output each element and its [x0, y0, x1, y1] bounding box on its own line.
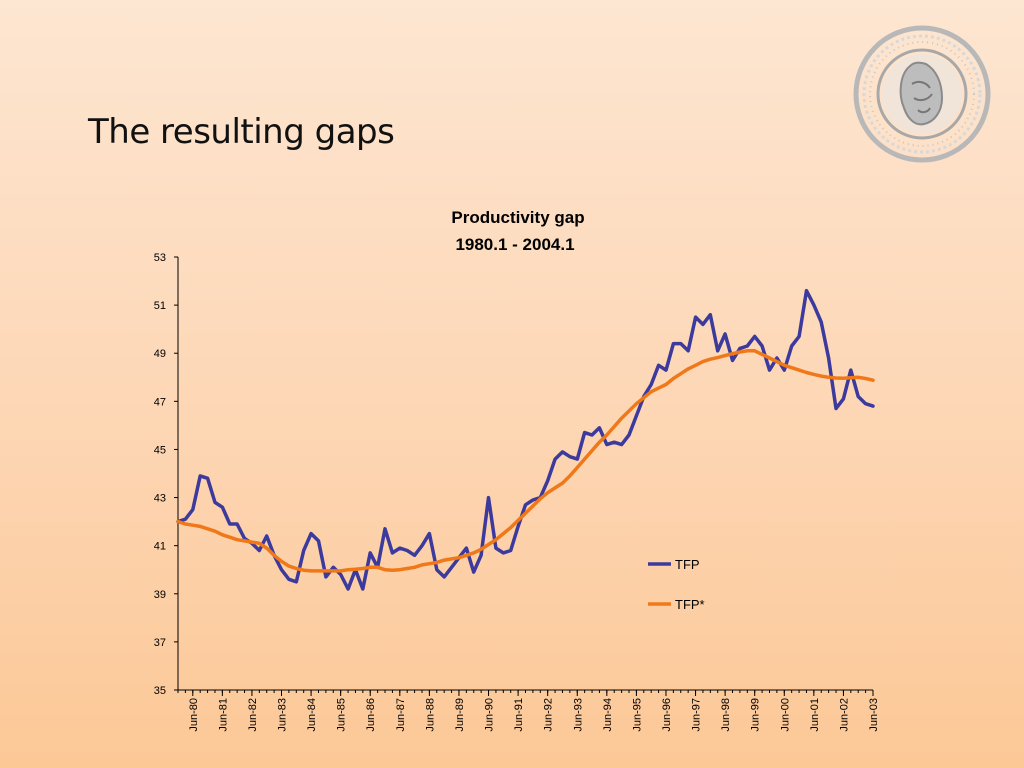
y-tick-label: 37	[154, 637, 166, 649]
chart-title-line-1: Productivity gap	[451, 208, 584, 227]
x-tick-label: Jun-88	[424, 698, 436, 732]
x-tick-label: Jun-82	[247, 698, 259, 732]
x-tick-label: Jun-80	[188, 698, 200, 732]
series-line-tfp-star	[176, 349, 875, 573]
y-tick-label: 53	[154, 252, 166, 264]
x-tick-label: Jun-96	[661, 698, 673, 732]
y-axis: 35 37 39 41 43 45 47 49 51 53	[154, 252, 179, 697]
y-tick-label: 35	[154, 685, 166, 697]
x-tick-label: Jun-86	[365, 698, 377, 732]
y-tick-label: 51	[154, 300, 166, 312]
x-tick-label: Jun-94	[602, 698, 614, 732]
x-tick-label: Jun-87	[395, 698, 407, 732]
legend: TFP TFP*	[648, 557, 705, 612]
x-tick-label: Jun-03	[868, 698, 880, 732]
x-tick-label: Jun-89	[454, 698, 466, 732]
emblem-seal-icon	[853, 25, 991, 163]
x-tick-label: Jun-84	[306, 698, 318, 732]
slide-title: The resulting gaps	[88, 112, 395, 152]
y-tick-label: 39	[154, 589, 166, 601]
series-line-tfp	[176, 288, 875, 591]
x-tick-label: Jun-90	[484, 698, 496, 732]
x-tick-label: Jun-92	[543, 698, 555, 732]
x-tick-label: Jun-02	[838, 698, 850, 732]
y-tick-label: 43	[154, 493, 166, 505]
x-tick-label: Jun-85	[336, 698, 348, 732]
x-tick-label: Jun-95	[631, 698, 643, 732]
x-axis: Jun-80 Jun-81 Jun-82 Jun-83 Jun-84 Jun-85 Jun-…	[177, 689, 880, 732]
legend-label-tfp: TFP	[675, 557, 700, 572]
y-tick-label: 45	[154, 444, 166, 456]
x-tick-label: Jun-00	[779, 698, 791, 732]
x-tick-label: Jun-01	[809, 698, 821, 732]
plot-area	[176, 288, 875, 591]
chart-title-line-2: 1980.1 - 2004.1	[455, 235, 574, 254]
y-tick-label: 41	[154, 541, 166, 553]
x-tick-label: Jun-99	[750, 698, 762, 732]
x-tick-label: Jun-97	[691, 698, 703, 732]
x-tick-label: Jun-98	[720, 698, 732, 732]
y-tick-label: 47	[154, 396, 166, 408]
legend-label-tfp-star: TFP*	[675, 597, 705, 612]
y-tick-label: 49	[154, 348, 166, 360]
x-tick-label: Jun-83	[277, 698, 289, 732]
x-tick-label: Jun-93	[572, 698, 584, 732]
x-tick-label: Jun-91	[513, 698, 525, 732]
x-tick-label: Jun-81	[217, 698, 229, 732]
